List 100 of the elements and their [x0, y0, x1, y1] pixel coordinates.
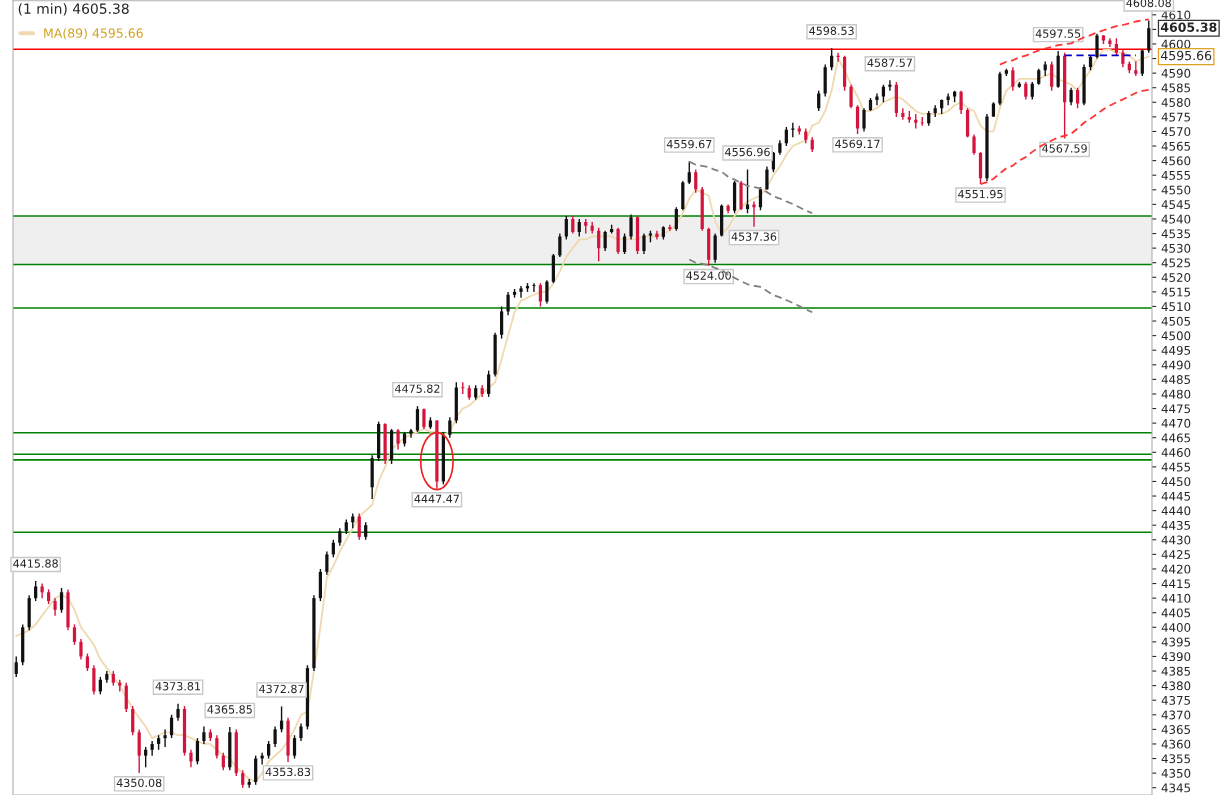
annotation: 4567.59 [1042, 144, 1087, 153]
candlestick [150, 740, 154, 757]
candlestick [1075, 87, 1080, 109]
annotation: 4415.88 [13, 559, 58, 568]
y-tick-label: 4470 [1161, 418, 1191, 428]
y-tick-label: 4590 [1161, 68, 1191, 78]
y-tick-label: 4535 [1161, 229, 1191, 239]
y-tick-label: 4475 [1161, 404, 1191, 414]
candlestick [195, 737, 200, 766]
candlestick [862, 107, 866, 133]
chart-title: (1 min) 4605.38 [18, 3, 129, 16]
candlestick [357, 512, 361, 541]
y-tick-label: 4390 [1161, 652, 1191, 662]
annotation: 4372.87 [259, 684, 304, 694]
y-tick-label: 4530 [1161, 243, 1191, 253]
y-tick-label: 4505 [1161, 316, 1191, 326]
y-tick-label: 4495 [1161, 345, 1191, 355]
candlestick [325, 550, 329, 576]
line-series [999, 18, 1150, 66]
candlestick [622, 232, 627, 255]
y-tick-label: 4455 [1161, 462, 1191, 472]
candlestick [784, 126, 788, 147]
annotation: 4447.47 [414, 494, 459, 503]
y-tick-label: 4350 [1161, 768, 1191, 778]
annotation: 4353.83 [265, 767, 311, 777]
annotation: 4587.57 [867, 58, 912, 67]
y-tick-label: 4545 [1161, 200, 1191, 210]
y-tick-label: 4445 [1161, 491, 1191, 501]
candlestick [972, 133, 976, 156]
candlestick [603, 229, 607, 252]
candlestick [292, 734, 297, 760]
annotation: 4597.55 [1035, 29, 1081, 38]
candlestick [849, 84, 853, 109]
y-tick-label: 4515 [1161, 287, 1191, 297]
y-tick-label: 4450 [1161, 477, 1191, 487]
y-tick-label: 4465 [1161, 433, 1191, 443]
candlestick [888, 79, 892, 92]
y-tick-label: 4510 [1161, 302, 1191, 312]
candlestick [59, 587, 64, 614]
candlestick [1147, 19, 1151, 54]
candlestick [1011, 66, 1015, 92]
candlestick [687, 160, 691, 185]
y-tick-label: 4585 [1161, 83, 1191, 93]
y-tick-label: 4420 [1161, 564, 1191, 574]
candlestick [532, 282, 536, 293]
y-tick-label: 4460 [1161, 448, 1191, 457]
y-tick-label: 4355 [1161, 754, 1191, 764]
y-tick-label: 4370 [1161, 710, 1191, 720]
annotation: 4524.00 [686, 271, 731, 280]
y-tick-label: 4485 [1161, 375, 1191, 385]
candlestick [538, 282, 543, 308]
y-tick-label: 4415 [1161, 579, 1191, 589]
candlestick [752, 200, 756, 228]
y-tick-label: 4435 [1161, 520, 1191, 530]
candlestick [396, 428, 400, 451]
candlestick [487, 369, 491, 398]
y-tick-label: 4365 [1161, 725, 1191, 735]
y-tick-label: 4500 [1161, 331, 1191, 341]
candlestick [260, 752, 264, 766]
y-tick-label: 4410 [1161, 593, 1191, 603]
candlestick [959, 89, 963, 115]
y-tick-label: 4400 [1161, 623, 1191, 632]
candlestick [34, 580, 38, 602]
y-tick-label: 4385 [1161, 666, 1191, 676]
candlestick [901, 107, 905, 121]
candlestick [674, 206, 678, 232]
candlestick [92, 664, 96, 696]
legend-label: MA(89) 4595.66 [44, 28, 143, 40]
y-tick-label: 4560 [1161, 156, 1191, 166]
candlestick [14, 655, 18, 678]
candlestick [137, 728, 141, 774]
candlestick [215, 734, 219, 760]
y-tick-label: 4525 [1161, 258, 1191, 268]
candlestick [1095, 33, 1099, 60]
annotation: 4598.53 [809, 26, 854, 35]
y-tick-label: 4520 [1161, 273, 1191, 282]
candlestick [72, 623, 77, 646]
candlestick [415, 405, 420, 433]
candlestick [616, 227, 620, 255]
annotation: 4559.67 [666, 139, 712, 149]
line-series [979, 88, 1150, 186]
y-tick-label: 4565 [1161, 141, 1191, 151]
candlestick [765, 165, 769, 191]
y-tick-label: 4550 [1161, 185, 1191, 195]
y-tick-label: 4555 [1161, 171, 1191, 180]
annotation: 4350.08 [116, 778, 162, 788]
candlestick [163, 728, 167, 748]
y-tick-label: 4430 [1161, 535, 1191, 545]
candlestick [124, 682, 128, 713]
candlestick [144, 746, 148, 768]
candlestick [745, 168, 750, 214]
y-tick-label: 4580 [1161, 98, 1191, 107]
candlestick [519, 285, 523, 299]
y-tick-label: 4345 [1161, 783, 1191, 793]
y-tick-label: 4540 [1161, 214, 1191, 224]
y-tick-label: 4600 [1161, 39, 1191, 49]
y-tick-label: 4360 [1161, 739, 1191, 749]
annotation: 4551.95 [958, 189, 1003, 199]
candlestick [254, 754, 258, 786]
candlestick [642, 232, 646, 255]
